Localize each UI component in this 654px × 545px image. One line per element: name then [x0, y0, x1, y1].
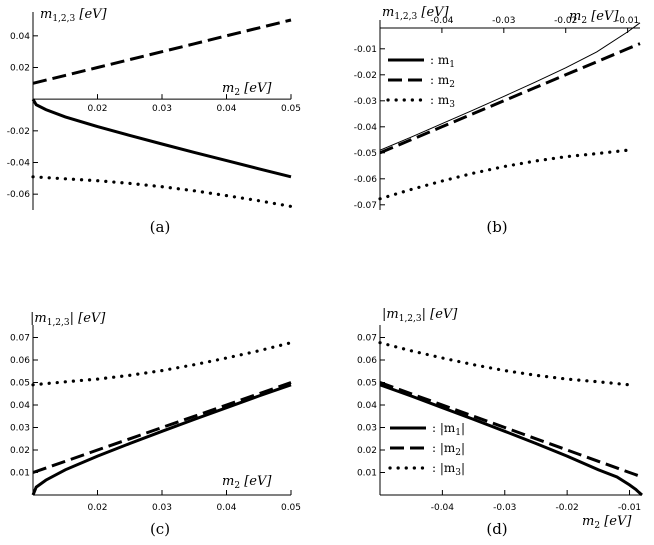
panel-c-x-tick-label: 0.04 — [216, 503, 236, 513]
panel-d-x-tick-label: -0.01 — [618, 503, 641, 513]
panel-c-series-solid — [31, 383, 292, 496]
panel-b-series-dashed — [379, 42, 641, 155]
panel-b-y-tick-label: -0.07 — [354, 201, 377, 211]
panel-d-caption: (d) — [486, 520, 507, 538]
panel-d-y-tick-label: 0.07 — [357, 334, 377, 344]
panel-a-x-tick-label: 0.02 — [87, 104, 107, 114]
panel-a-series-dotted — [31, 175, 293, 208]
panel-d-series-solid — [379, 383, 643, 497]
panel-c-y-tick-label: 0.04 — [10, 401, 30, 411]
panel-d-y-tick-label: 0.01 — [357, 469, 377, 479]
panel-b-caption: (b) — [486, 218, 507, 236]
panel-a-x-tick-label: 0.04 — [216, 104, 236, 114]
panel-c-series-dotted — [31, 341, 293, 387]
panel-b-y-tick-label: -0.04 — [354, 123, 378, 133]
panel-a-x-axis-label: m2 [eV] — [222, 81, 272, 98]
panel-d-legend-label: : |m1| — [432, 421, 465, 438]
panel-c-y-axis-label: |m1,2,3| [eV] — [30, 311, 106, 328]
panel-b-legend-label: : m3 — [430, 93, 455, 110]
panel-c-y-tick-label: 0.01 — [10, 469, 30, 479]
panel-a-x-tick-label: 0.05 — [281, 104, 301, 114]
panel-b-y-tick-label: -0.03 — [354, 97, 377, 107]
panel-b-series-dotted — [378, 148, 630, 201]
panel-d-x-tick-label: -0.04 — [431, 503, 455, 513]
panel-a-series-dashed — [32, 18, 292, 85]
panel-d-y-tick-label: 0.02 — [357, 446, 377, 456]
panel-c-x-axis-label: m2 [eV] — [222, 474, 272, 491]
panel-d-legend-label: : |m2| — [432, 441, 465, 458]
panel-b-legend-label: : m2 — [430, 73, 455, 90]
panel-a-caption: (a) — [150, 218, 171, 236]
panel-c-y-tick-label: 0.03 — [10, 424, 30, 434]
panel-a-y-tick-label: 0.04 — [10, 32, 30, 42]
panel-c-x-tick-label: 0.03 — [152, 503, 172, 513]
panel-d-series-dashed — [379, 381, 643, 479]
panel-d-y-axis-label: |m1,2,3| [eV] — [382, 307, 458, 324]
panel-b-y-tick-label: -0.05 — [354, 149, 377, 159]
panel-c-y-tick-label: 0.06 — [10, 356, 30, 366]
panel-d-x-tick-label: -0.02 — [555, 503, 578, 513]
panel-d-series-dotted — [378, 341, 632, 387]
panel-b-x-tick-label: -0.04 — [430, 16, 454, 26]
panel-c-x-tick-label: 0.02 — [87, 503, 107, 513]
panel-b-x-tick-label: -0.03 — [492, 16, 515, 26]
panel-b-y-tick-label: -0.02 — [354, 71, 377, 81]
panel-c-y-tick-label: 0.05 — [10, 379, 30, 389]
panel-d-y-tick-label: 0.06 — [357, 356, 377, 366]
panel-b-x-tick-label: -0.02 — [554, 16, 577, 26]
panel-d-x-tick-label: -0.03 — [493, 503, 516, 513]
panel-c-y-tick-label: 0.07 — [10, 334, 30, 344]
panel-d-x-axis-label: m2 [eV] — [582, 514, 632, 531]
panel-c-x-tick-label: 0.05 — [281, 503, 301, 513]
panel-b-x-tick-label: -0.01 — [616, 16, 639, 26]
panel-d-y-tick-label: 0.04 — [357, 401, 377, 411]
panel-c-caption: (c) — [150, 520, 170, 538]
panel-b-y-axis-label: m1,2,3 [eV] — [382, 5, 450, 22]
panel-d-legend-label: : |m3| — [432, 461, 465, 478]
panel-d-y-tick-label: 0.03 — [357, 424, 377, 434]
panel-a-y-tick-label: -0.06 — [7, 190, 31, 200]
panel-a-y-tick-label: -0.04 — [7, 159, 31, 169]
panel-b-series-thin — [379, 22, 641, 151]
panel-b-y-tick-label: -0.06 — [354, 175, 378, 185]
panel-c-series-dashed — [32, 381, 292, 474]
panel-b-x-axis-label: m2 [eV] — [569, 9, 619, 26]
panel-a-x-tick-label: 0.03 — [152, 104, 172, 114]
panel-a-y-tick-label: 0.02 — [10, 64, 30, 74]
panel-b-legend-label: : m1 — [430, 53, 455, 70]
panel-a-series-solid — [31, 98, 292, 179]
panel-b-y-tick-label: -0.01 — [354, 45, 377, 55]
panel-a-y-tick-label: -0.02 — [7, 127, 30, 137]
panel-c-y-tick-label: 0.02 — [10, 446, 30, 456]
panel-d-y-tick-label: 0.05 — [357, 379, 377, 389]
panel-a-y-axis-label: m1,2,3 [eV] — [40, 7, 108, 24]
